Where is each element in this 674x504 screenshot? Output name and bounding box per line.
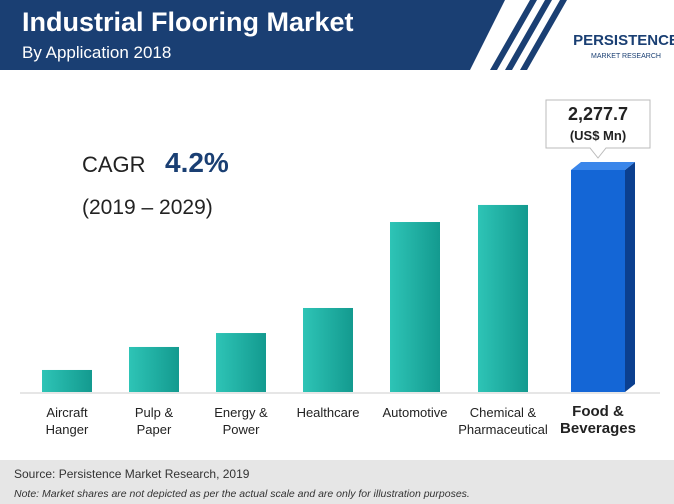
- bar: [390, 222, 440, 392]
- x-tick-label: Chemical & Pharmaceutical: [458, 405, 548, 437]
- source: Source: Persistence Market Research, 201…: [14, 467, 250, 481]
- note: Note: Market shares are not depicted as …: [14, 488, 470, 500]
- footer-band: [0, 460, 674, 504]
- x-tick-label: Food & Beverages: [560, 403, 636, 437]
- x-tick-label: Healthcare: [296, 405, 360, 420]
- cagr-label: CAGR: [82, 152, 146, 177]
- x-tick-label: Aircraft Hanger: [45, 405, 89, 437]
- x-tick-label: Energy & Power: [214, 405, 268, 437]
- value-label: 2,277.7: [568, 104, 628, 124]
- bar: [129, 346, 179, 392]
- cagr-value: 4.2%: [165, 147, 229, 178]
- header-stripes: [490, 0, 567, 70]
- callout: [545, 99, 651, 159]
- unit-label: (US$ Mn): [570, 128, 626, 143]
- bar: [42, 369, 92, 392]
- bar: [478, 204, 528, 392]
- bar: [216, 333, 266, 392]
- bar-top: [571, 162, 635, 170]
- subtitle: By Application 2018: [22, 43, 171, 62]
- x-tick-label: Pulp & Paper: [134, 405, 174, 437]
- logo: PERSISTENCE: [573, 32, 674, 49]
- x-tick-label: Automotive: [382, 405, 448, 420]
- logo-tagline: MARKET RESEARCH: [591, 53, 661, 60]
- header-band: [0, 0, 505, 70]
- cagr-period: (2019 – 2029): [82, 196, 213, 219]
- bar-side: [625, 162, 635, 392]
- bar: [571, 170, 625, 392]
- bar: [303, 307, 353, 392]
- title: Industrial Flooring Market: [22, 7, 354, 37]
